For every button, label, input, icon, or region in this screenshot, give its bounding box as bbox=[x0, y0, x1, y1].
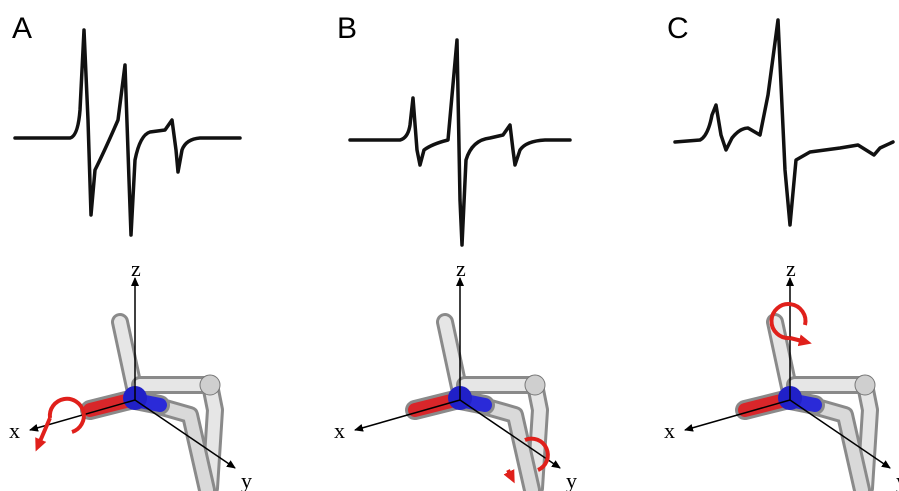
axis-y bbox=[134, 399, 236, 469]
atom bbox=[199, 374, 221, 396]
panel-label: A bbox=[12, 12, 32, 45]
rotation-arrow bbox=[769, 302, 808, 341]
bond bbox=[408, 393, 462, 417]
bond bbox=[789, 379, 876, 491]
axis-y bbox=[789, 399, 891, 469]
axis-label: y bbox=[896, 468, 899, 491]
epr-spectrum bbox=[348, 38, 572, 247]
rotation-arrow-head bbox=[35, 417, 52, 452]
axis-label: z bbox=[786, 256, 796, 281]
epr-spectrum bbox=[13, 28, 242, 237]
panel-label: B bbox=[337, 12, 357, 45]
bond bbox=[738, 393, 792, 417]
bond bbox=[134, 379, 221, 491]
panel: Bz x y bbox=[334, 12, 577, 491]
axis-label: y bbox=[566, 468, 577, 491]
panel: Cz x y bbox=[664, 12, 899, 491]
bond bbox=[83, 393, 137, 417]
bond bbox=[459, 379, 546, 491]
rotation-arrow bbox=[47, 396, 86, 434]
rotation-arrow-head bbox=[789, 334, 812, 347]
axis-label: y bbox=[241, 468, 252, 491]
axis-label: x bbox=[664, 418, 675, 443]
axis-label: x bbox=[334, 418, 345, 443]
axis-label: z bbox=[456, 256, 466, 281]
rotation-arrow-head bbox=[503, 469, 515, 484]
axis-y bbox=[459, 399, 561, 469]
panel-label: C bbox=[667, 12, 689, 45]
atom bbox=[854, 374, 876, 396]
epr-spectrum bbox=[673, 18, 895, 227]
rotation-arrow bbox=[524, 436, 550, 472]
atom bbox=[524, 374, 546, 396]
axis-x bbox=[684, 399, 791, 432]
axis-label: z bbox=[131, 256, 141, 281]
axis-label: x bbox=[9, 418, 20, 443]
panel: Az x y bbox=[9, 12, 252, 491]
axis-x bbox=[354, 399, 461, 432]
